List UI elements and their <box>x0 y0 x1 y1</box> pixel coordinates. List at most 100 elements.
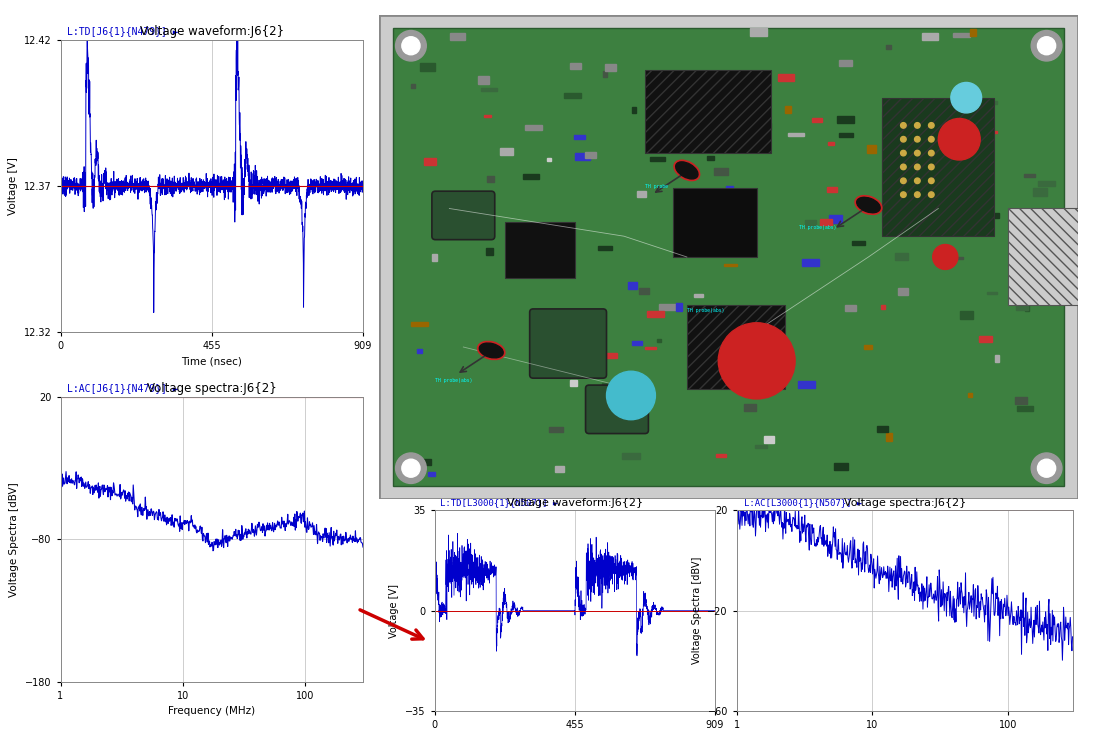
Y-axis label: Voltage Spectra [dBV]: Voltage Spectra [dBV] <box>10 482 20 597</box>
Bar <box>534 258 540 261</box>
Bar <box>547 158 551 162</box>
Circle shape <box>901 136 906 142</box>
Bar <box>637 191 647 198</box>
Bar <box>650 157 664 161</box>
Text: L:AC[J6{1}{N479}] ►: L:AC[J6{1}{N479}] ► <box>66 383 178 393</box>
Ellipse shape <box>857 198 880 213</box>
Bar <box>632 106 636 113</box>
Bar <box>750 28 767 36</box>
Text: L:TD[J6{1}{N479}] ►: L:TD[J6{1}{N479}] ► <box>66 26 178 36</box>
Bar <box>716 454 726 457</box>
Bar <box>778 368 786 371</box>
Bar <box>597 246 613 249</box>
Bar <box>715 79 719 82</box>
Bar <box>779 74 794 81</box>
FancyBboxPatch shape <box>432 191 495 240</box>
Circle shape <box>928 150 934 156</box>
X-axis label: Frequency (MHz): Frequency (MHz) <box>168 706 255 716</box>
Bar <box>735 362 748 366</box>
Bar <box>428 472 435 477</box>
Bar <box>614 402 630 405</box>
Bar <box>410 322 428 326</box>
Text: TH probe: TH probe <box>645 184 668 189</box>
Circle shape <box>914 192 920 198</box>
Bar <box>834 463 848 469</box>
Bar <box>937 145 947 147</box>
Bar <box>852 241 865 245</box>
Bar <box>425 157 437 165</box>
Bar <box>601 353 617 358</box>
Bar <box>908 108 924 113</box>
Bar <box>1038 182 1055 185</box>
Circle shape <box>901 192 906 198</box>
Ellipse shape <box>477 341 505 359</box>
Bar <box>628 281 637 289</box>
FancyBboxPatch shape <box>379 15 1078 499</box>
Bar <box>955 195 969 200</box>
Bar <box>647 311 664 316</box>
Bar <box>976 216 984 221</box>
Bar <box>836 116 854 123</box>
FancyBboxPatch shape <box>645 70 771 153</box>
Title: Voltage waveform:J6{2}: Voltage waveform:J6{2} <box>507 498 642 508</box>
Bar <box>895 253 908 260</box>
Circle shape <box>1031 31 1062 61</box>
Bar <box>887 45 891 49</box>
Bar <box>639 288 649 295</box>
Bar <box>838 133 853 137</box>
Bar <box>573 135 585 139</box>
Bar <box>802 260 820 266</box>
Bar <box>411 84 415 88</box>
FancyBboxPatch shape <box>1008 208 1078 305</box>
Bar <box>549 426 562 432</box>
Y-axis label: Voltage Spectra [dBV]: Voltage Spectra [dBV] <box>692 557 702 664</box>
Bar <box>623 453 639 459</box>
Bar <box>1016 406 1034 411</box>
Ellipse shape <box>480 343 503 358</box>
Bar <box>694 294 703 297</box>
FancyBboxPatch shape <box>530 309 606 378</box>
Bar <box>1033 188 1047 197</box>
Bar <box>994 355 999 362</box>
Bar <box>586 330 597 337</box>
Bar <box>657 339 661 342</box>
Bar <box>845 305 856 311</box>
Bar <box>602 383 619 389</box>
Bar <box>756 123 768 128</box>
Bar <box>526 125 542 130</box>
Bar <box>744 405 757 410</box>
Title: Voltage spectra:J6{2}: Voltage spectra:J6{2} <box>147 382 276 394</box>
Circle shape <box>914 136 920 142</box>
Circle shape <box>914 122 920 128</box>
Ellipse shape <box>855 195 882 214</box>
Text: TH probe(abs): TH probe(abs) <box>686 308 724 313</box>
Bar <box>1016 305 1027 310</box>
Bar <box>987 292 998 295</box>
FancyBboxPatch shape <box>394 28 1064 486</box>
FancyBboxPatch shape <box>882 98 994 236</box>
Bar <box>838 60 853 66</box>
Circle shape <box>1031 453 1062 483</box>
Bar <box>524 174 539 179</box>
Bar <box>744 94 760 98</box>
FancyBboxPatch shape <box>505 222 575 278</box>
Title: Voltage waveform:J6{2}: Voltage waveform:J6{2} <box>140 25 284 37</box>
Bar <box>887 433 892 441</box>
Circle shape <box>402 36 420 55</box>
Bar <box>868 145 877 153</box>
Circle shape <box>901 150 906 156</box>
Bar <box>956 257 962 259</box>
Bar <box>724 264 737 266</box>
Bar <box>756 122 771 130</box>
Bar <box>962 89 975 95</box>
Circle shape <box>396 453 427 483</box>
Bar <box>441 231 454 238</box>
Bar <box>812 118 822 122</box>
Bar <box>714 168 728 175</box>
Bar <box>763 437 773 443</box>
Ellipse shape <box>675 162 698 179</box>
Bar <box>575 152 590 160</box>
Bar <box>538 309 546 313</box>
Bar <box>605 64 616 71</box>
Bar <box>487 176 494 182</box>
